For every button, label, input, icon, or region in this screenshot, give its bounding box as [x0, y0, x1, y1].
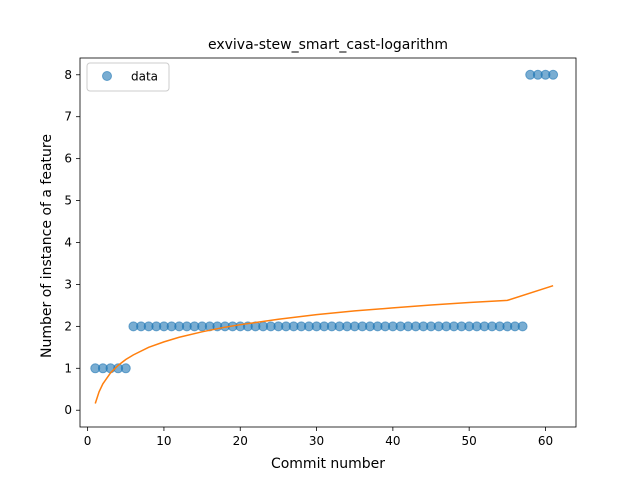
- y-tick-label: 2: [64, 319, 72, 333]
- plot-area: [90, 69, 559, 404]
- y-tick-label: 7: [64, 110, 72, 124]
- legend-label-data: data: [131, 70, 158, 84]
- axes: 0 10 20 30 40 50 60 0 1 2 3 4 5 6 7 8: [64, 57, 577, 448]
- chart-title: exviva-stew_smart_cast-logarithm: [208, 37, 448, 53]
- y-tick-label: 3: [64, 277, 72, 291]
- x-tick-label: 50: [462, 434, 477, 448]
- x-tick-label: 20: [233, 434, 248, 448]
- legend-marker-data: [102, 71, 112, 81]
- x-tick-label: 40: [385, 434, 400, 448]
- fit-line: [94, 284, 554, 404]
- data-point: [548, 69, 559, 80]
- y-tick-label: 4: [64, 236, 72, 250]
- x-tick-label: 10: [156, 434, 171, 448]
- y-tick-label: 1: [64, 361, 72, 375]
- data-point: [517, 321, 528, 332]
- x-tick-label: 0: [84, 434, 92, 448]
- x-axis-label: Commit number: [271, 456, 385, 472]
- x-tick-label: 60: [538, 434, 553, 448]
- y-tick-label: 5: [64, 194, 72, 208]
- legend-box: [86, 62, 170, 92]
- y-tick-label: 0: [64, 403, 72, 417]
- y-axis-label: Number of instance of a feature: [39, 134, 55, 358]
- y-tick-label: 8: [64, 68, 72, 82]
- x-tick-label: 30: [309, 434, 324, 448]
- data-point: [120, 363, 131, 374]
- y-tick-label: 6: [64, 152, 72, 166]
- legend: data: [86, 62, 170, 92]
